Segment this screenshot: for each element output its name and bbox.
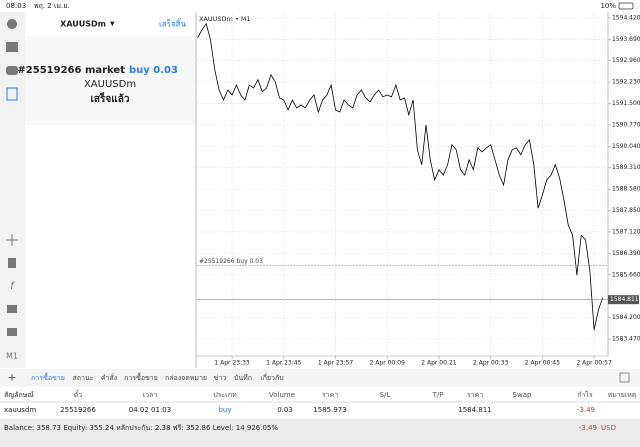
x-tick-label: 2 Apr 00:21 bbox=[421, 360, 456, 367]
chart-title: XAUUSDm • M1 bbox=[199, 15, 251, 23]
table-header bbox=[0, 388, 640, 402]
y-tick-label: 1586.390 bbox=[612, 250, 640, 257]
y-tick-label: 1587.120 bbox=[612, 228, 640, 235]
cell-current-price: 1584.811 bbox=[458, 406, 491, 414]
cell-time: 04.02 01:03 bbox=[129, 406, 171, 414]
cell-open-price: 1585.973 bbox=[313, 406, 346, 414]
col-header: Swap bbox=[513, 391, 532, 399]
y-tick-label: 1588.580 bbox=[612, 186, 640, 193]
x-tick-label: 2 Apr 00:09 bbox=[370, 360, 405, 367]
total-profit: -3.49 bbox=[579, 424, 597, 432]
y-tick-label: 1583.470 bbox=[612, 335, 640, 342]
col-header: เวลา bbox=[143, 391, 158, 399]
tabs: การซื้อขาย สถานะ คำสั่ง การซื้อขาย กล่องจดหม… bbox=[31, 371, 284, 382]
x-tick-label: 1 Apr 23:45 bbox=[266, 360, 301, 367]
cell-volume: 0.03 bbox=[277, 406, 293, 414]
tab[interactable]: การซื้อขาย bbox=[31, 371, 65, 382]
tab[interactable]: การซื้อขาย bbox=[124, 371, 158, 382]
currency: USD bbox=[601, 424, 616, 432]
col-header: ประเภท bbox=[213, 391, 237, 399]
y-tick-label: 1589.310 bbox=[612, 164, 640, 171]
footer bbox=[0, 419, 640, 447]
order-detail: buy 0.03 bbox=[129, 65, 178, 76]
col-header: ราคา bbox=[467, 391, 483, 399]
indicator-icon[interactable] bbox=[8, 258, 16, 268]
chat-icon[interactable] bbox=[6, 66, 18, 75]
x-tick-label: 2 Apr 00:33 bbox=[473, 360, 508, 367]
cell-ticket: 25519266 bbox=[60, 406, 96, 414]
order-status: เสร็จแล้ว bbox=[91, 91, 130, 105]
col-header: S/L bbox=[380, 391, 391, 399]
new-order-icon[interactable] bbox=[6, 87, 18, 101]
y-tick-label: 1590.040 bbox=[612, 143, 640, 150]
tab-bar bbox=[0, 369, 640, 387]
battery-icon bbox=[618, 2, 634, 10]
y-tick-label: 1590.770 bbox=[612, 121, 640, 128]
timeframe[interactable]: M1 bbox=[6, 352, 18, 361]
y-tick-label: 1594.420 bbox=[612, 14, 640, 21]
bid-label-box bbox=[608, 295, 639, 305]
cell-symbol: xauusdm bbox=[4, 406, 36, 414]
x-tick-label: 2 Apr 00:57 bbox=[576, 360, 611, 367]
y-tick-label: 1584.200 bbox=[612, 314, 640, 321]
done-button[interactable]: เสร็จสิ้น bbox=[159, 18, 186, 29]
col-header: T/P bbox=[432, 391, 444, 399]
add-button[interactable]: + bbox=[7, 371, 16, 384]
y-tick-label: 1587.850 bbox=[612, 207, 640, 214]
tab[interactable]: กล่องจดหมาย bbox=[165, 374, 207, 382]
battery: 10% bbox=[600, 2, 616, 10]
tab[interactable]: บันทึก bbox=[234, 373, 252, 382]
y-tick-label: 1592.960 bbox=[612, 57, 640, 64]
col-header: สัญลักษณ์ bbox=[4, 391, 34, 399]
order-line-label: #25519266 buy 0.03 bbox=[199, 258, 263, 265]
x-tick-label: 2 Apr 00:45 bbox=[525, 360, 560, 367]
templates-icon[interactable] bbox=[7, 328, 17, 336]
objects-icon[interactable] bbox=[7, 305, 17, 313]
account-summary: Balance: 358.73 Equity: 355.24 หลักประกั… bbox=[4, 424, 278, 432]
col-header: Volume bbox=[269, 391, 295, 399]
tab[interactable]: คำสั่ง bbox=[101, 373, 117, 382]
order-panel-header bbox=[25, 12, 196, 36]
col-header: ตั๋ว bbox=[74, 390, 83, 399]
account-icon[interactable] bbox=[7, 19, 17, 29]
panel-symbol[interactable]: XAUUSDm bbox=[60, 20, 106, 29]
y-tick-label: 1592.230 bbox=[612, 79, 640, 86]
y-tick-label: 1585.660 bbox=[612, 271, 640, 278]
cell-type: buy bbox=[218, 406, 231, 414]
status-time: 08:03 bbox=[6, 2, 26, 10]
tab[interactable]: ข่าว bbox=[214, 374, 227, 382]
col-header: กำไร bbox=[577, 390, 593, 399]
price-line bbox=[197, 22, 604, 330]
order-symbol: XAUUSDm bbox=[84, 79, 136, 90]
bid-label: 1584.811 bbox=[610, 296, 639, 303]
status-date: พฤ. 2 เม.ย. bbox=[34, 2, 70, 10]
tab[interactable]: สถานะ bbox=[73, 374, 94, 382]
x-tick-label: 1 Apr 23:33 bbox=[214, 360, 249, 367]
y-tick-label: 1593.690 bbox=[612, 36, 640, 43]
trade-icon[interactable] bbox=[6, 42, 18, 52]
cell-profit: -3.49 bbox=[577, 406, 595, 414]
y-tick-label: 1591.500 bbox=[612, 100, 640, 107]
x-tick-label: 1 Apr 23:57 bbox=[318, 360, 353, 367]
crosshair-icon[interactable] bbox=[6, 234, 18, 246]
col-header: ราคา bbox=[322, 391, 338, 399]
tab[interactable]: เกี่ยวกับ bbox=[260, 373, 283, 382]
col-header: หมายเหตุ bbox=[608, 391, 637, 399]
order-title: #25519266 market bbox=[17, 65, 125, 76]
function-icon[interactable]: f bbox=[10, 281, 15, 292]
dropdown-arrow[interactable]: ▼ bbox=[110, 21, 115, 28]
expand-icon[interactable] bbox=[619, 372, 630, 383]
